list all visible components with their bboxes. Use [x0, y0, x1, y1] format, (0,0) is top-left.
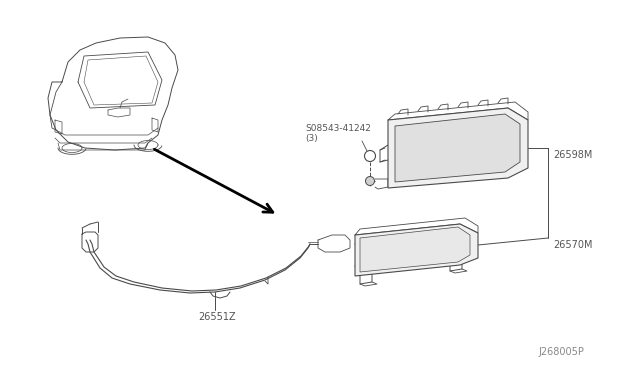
Polygon shape: [360, 227, 470, 272]
Text: 26551Z: 26551Z: [198, 312, 236, 322]
Text: 26570M: 26570M: [553, 240, 593, 250]
Text: S: S: [368, 153, 372, 159]
Text: 26598M: 26598M: [553, 150, 593, 160]
Circle shape: [365, 151, 376, 161]
Polygon shape: [355, 224, 478, 276]
Circle shape: [365, 176, 374, 186]
Polygon shape: [395, 114, 520, 182]
Text: J268005P: J268005P: [538, 347, 584, 357]
Polygon shape: [388, 108, 528, 188]
Text: S08543-41242
(3): S08543-41242 (3): [305, 124, 371, 143]
